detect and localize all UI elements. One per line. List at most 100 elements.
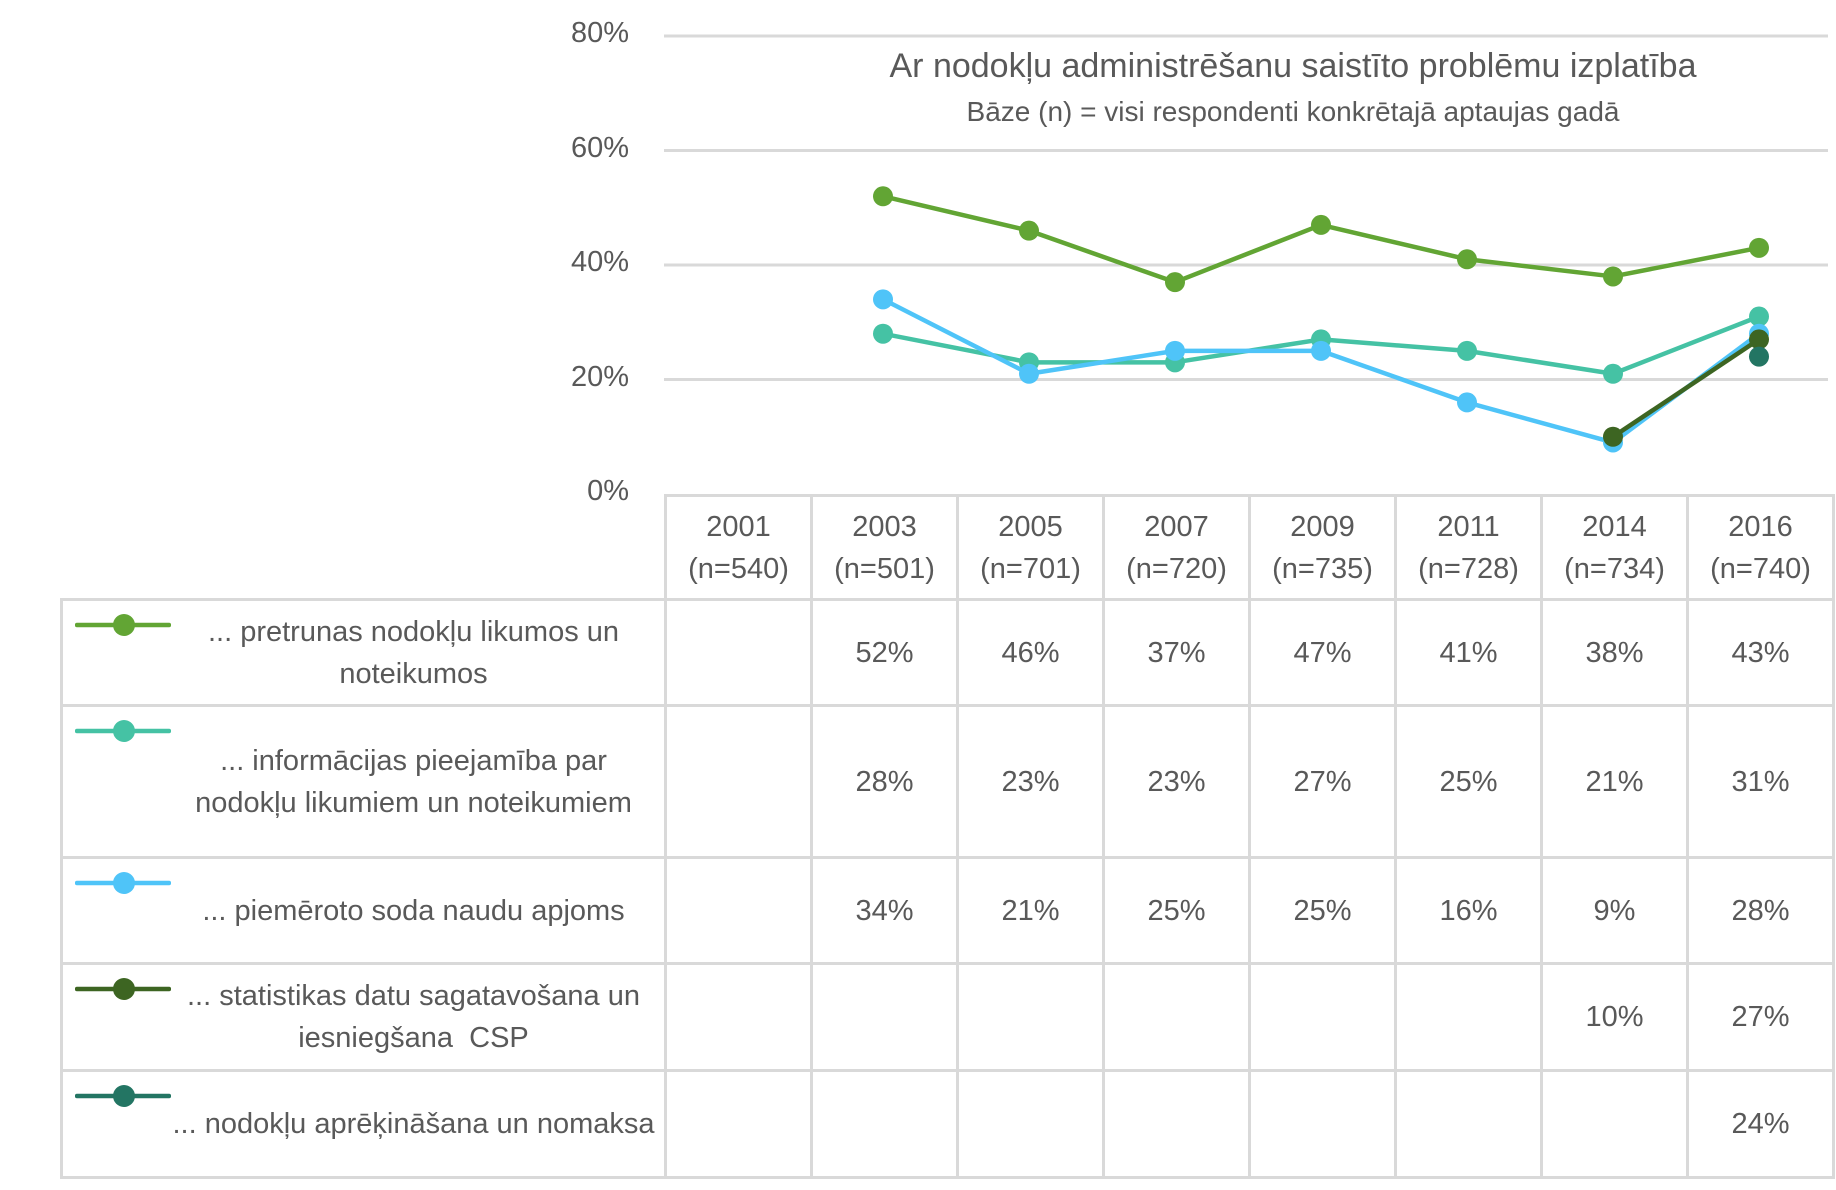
column-header: 2001 (n=540): [664, 494, 813, 601]
column-header: 2009 (n=735): [1248, 494, 1397, 601]
data-label: [810, 962, 959, 1072]
table-row: ... pretrunas nodokļu likumos un noteiku…: [60, 598, 1835, 707]
data-point-marker: [1019, 363, 1039, 384]
column-header-year: 2011: [1437, 510, 1500, 543]
data-point-marker: [1749, 329, 1769, 350]
data-label: [664, 598, 813, 707]
data-label: [1102, 962, 1251, 1072]
data-label: [1248, 1069, 1397, 1179]
data-point-marker: [873, 323, 893, 344]
header-row: 2001 (n=540) 2003 (n=501) 2005 (n=701) 2007 (n=…: [61, 494, 1835, 601]
y-tick-label: 80%: [570, 17, 629, 49]
series-3: [873, 289, 1769, 453]
column-header: 2011 (n=728): [1394, 494, 1543, 601]
legend-entry: ... informācijas pieejamība par nodokļu …: [60, 704, 667, 859]
column-header-n: (n=701): [980, 552, 1081, 585]
legend-entry: ... pretrunas nodokļu likumos un noteiku…: [60, 598, 667, 707]
data-label: 25%: [1394, 704, 1543, 859]
data-point-marker: [1311, 340, 1331, 361]
table-row: ... nodokļu aprēķināšana un nomaksa 24%: [60, 1069, 1835, 1179]
data-label: 25%: [1102, 856, 1251, 965]
data-label: [810, 1069, 959, 1179]
legend-entry: ... statistikas datu sagatavošana un ies…: [60, 962, 667, 1072]
data-point-marker: [1749, 237, 1769, 258]
series-4: [1603, 329, 1769, 447]
series-1: [873, 186, 1769, 293]
data-label: 25%: [1248, 856, 1397, 965]
column-header-n: (n=728): [1418, 552, 1519, 585]
data-label: [1540, 1069, 1689, 1179]
data-label: 10%: [1540, 962, 1689, 1072]
data-label: 23%: [1102, 704, 1251, 859]
column-header-year: 2014: [1582, 510, 1647, 543]
data-label: 38%: [1540, 598, 1689, 707]
legend-marker-icon: [75, 978, 171, 1000]
column-header-year: 2007: [1144, 510, 1209, 543]
y-tick-label: 20%: [570, 360, 629, 393]
data-label: 46%: [956, 598, 1105, 707]
data-label: 9%: [1540, 856, 1689, 965]
data-point-marker: [1749, 346, 1769, 367]
column-header-n: (n=735): [1272, 552, 1373, 585]
column-header-year: 2005: [998, 510, 1063, 543]
column-header: 2016 (n=740): [1686, 494, 1835, 601]
series-line: [1611, 337, 1761, 439]
data-point-marker: [873, 186, 893, 207]
series-5: [1749, 346, 1769, 367]
data-point-marker: [1165, 272, 1185, 293]
legend-label: ... nodokļu aprēķināšana un nomaksa: [172, 1108, 655, 1140]
data-label: 43%: [1686, 598, 1835, 707]
data-point-marker: [1603, 363, 1623, 384]
series-line: [882, 194, 1760, 285]
data-label: 37%: [1102, 598, 1251, 707]
column-header-year: 2001: [706, 510, 771, 543]
data-label: 27%: [1686, 962, 1835, 1072]
legend-label: ... pretrunas nodokļu likumos un noteiku…: [207, 615, 628, 690]
legend-marker-icon: [75, 720, 171, 742]
data-label: [956, 962, 1105, 1072]
y-tick-label: 60%: [570, 131, 629, 164]
legend-label: ... piemēroto soda naudu apjoms: [202, 894, 625, 927]
column-header-n: (n=501): [834, 552, 935, 585]
data-label: [664, 856, 813, 965]
data-label: [1394, 962, 1543, 1072]
data-label: 16%: [1394, 856, 1543, 965]
data-label: 47%: [1248, 598, 1397, 707]
data-point-marker: [1019, 220, 1039, 241]
data-table: 2001 (n=540) 2003 (n=501) 2005 (n=701) 2007 (n=…: [60, 494, 1835, 1179]
series-lines: [873, 186, 1769, 453]
column-header: 2005 (n=701): [956, 494, 1105, 601]
data-label: [956, 1069, 1105, 1179]
column-header: 2007 (n=720): [1102, 494, 1251, 601]
data-label: [664, 1069, 813, 1179]
table-corner: [61, 495, 667, 601]
column-header: 2014 (n=734): [1540, 494, 1689, 601]
table-row: ... informācijas pieejamība par nodokļu …: [60, 704, 1835, 859]
legend-label: ... statistikas datu sagatavošana un ies…: [187, 980, 649, 1054]
legend-label: ... informācijas pieejamība par nodokļu …: [195, 744, 632, 819]
data-point-marker: [1457, 340, 1477, 361]
series-line: [881, 297, 1761, 445]
data-point-marker: [1311, 214, 1331, 235]
data-label: 24%: [1686, 1069, 1835, 1179]
column-header-year: 2009: [1290, 510, 1355, 543]
column-header-year: 2016: [1728, 510, 1793, 543]
column-header-n: (n=540): [688, 552, 789, 585]
data-label: [1248, 962, 1397, 1072]
data-point-marker: [873, 289, 893, 310]
data-label: 28%: [1686, 856, 1835, 965]
data-label: 41%: [1394, 598, 1543, 707]
table-row: ... piemēroto soda naudu apjoms 34% 21% 25%…: [60, 856, 1835, 965]
column-header-n: (n=734): [1564, 552, 1665, 585]
data-label: [664, 704, 813, 859]
chart-title: Ar nodokļu administrēšanu saistīto probl…: [889, 47, 1697, 85]
data-label: 21%: [1540, 704, 1689, 859]
data-point-marker: [1457, 249, 1477, 270]
gridlines: [664, 34, 1828, 381]
data-label: 21%: [956, 856, 1105, 965]
legend-entry: ... piemēroto soda naudu apjoms: [60, 856, 667, 965]
data-label: [664, 962, 813, 1072]
column-header-year: 2003: [852, 510, 917, 543]
data-point-marker: [1457, 392, 1477, 413]
